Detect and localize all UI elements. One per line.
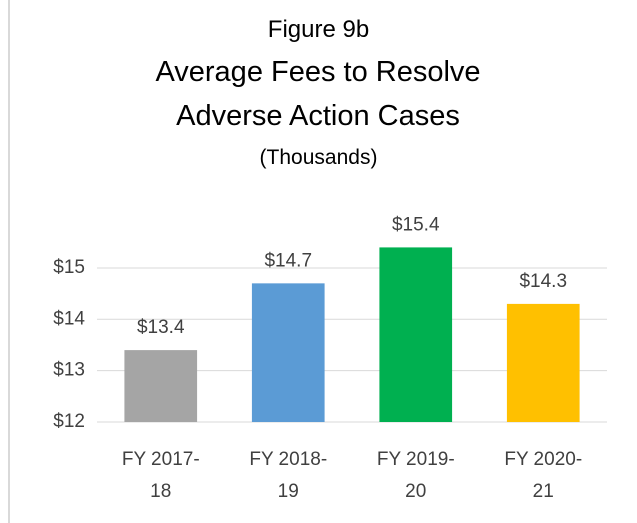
value-label: $14.3 [519,271,567,292]
bar [251,283,325,422]
y-tick-label: $15 [53,257,85,278]
x-tick-label: FY 2017-18 [121,449,200,502]
chart-supertitle: Figure 9b [267,16,370,43]
value-label: $15.4 [392,214,440,235]
x-tick-label: FY 2020-21 [504,449,583,502]
bar [506,303,580,422]
x-tick-label: FY 2018-19 [249,449,328,502]
y-tick-label: $12 [53,411,85,432]
chart-title: Average Fees to Resolve Adverse Action C… [155,56,481,132]
value-label: $13.4 [137,317,185,338]
y-tick-label: $13 [53,360,85,381]
y-tick-label: $14 [53,308,85,329]
bar [379,247,453,422]
bar [124,350,198,422]
x-tick-label: FY 2019-20 [376,449,455,502]
value-label: $14.7 [264,250,312,271]
chart-subtitle: (Thousands) [259,146,378,169]
